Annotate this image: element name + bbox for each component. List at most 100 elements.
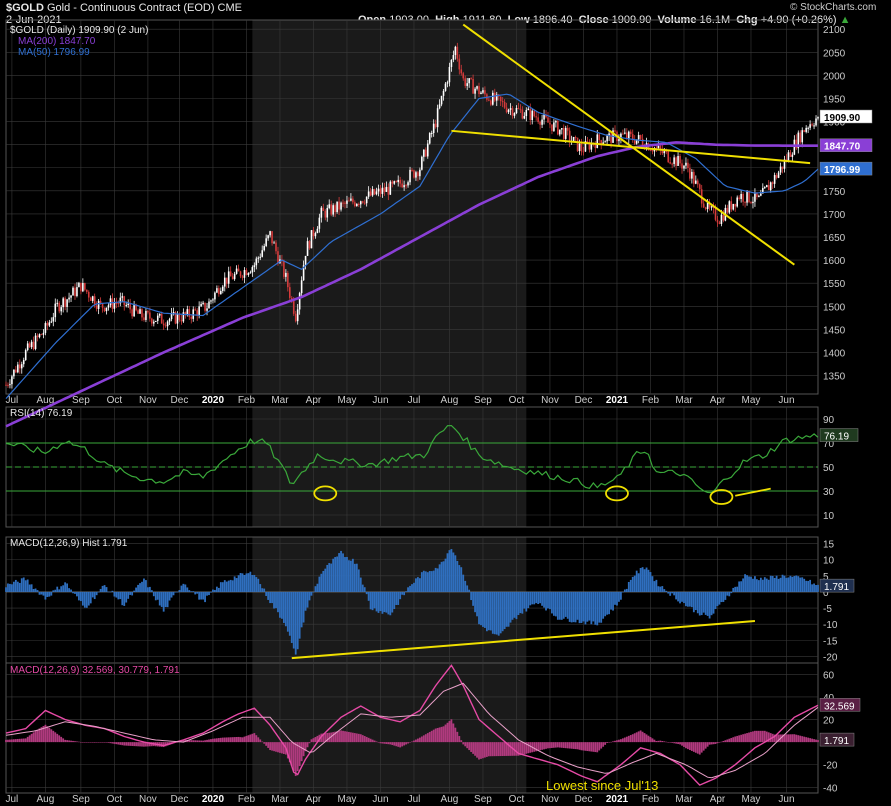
macd-hist-bar [440, 561, 443, 592]
macd-hist-bar [243, 574, 246, 592]
price-candle-body [359, 201, 362, 205]
macd-hist-bar [501, 591, 504, 632]
macd-diff-bar [5, 739, 7, 743]
ma200-legend: MA(200) 1847.70 [18, 36, 96, 47]
price-candle-body [622, 133, 624, 135]
macd-hist-bar [582, 591, 585, 622]
y-tick-label: 60 [823, 670, 835, 681]
macd-diff-bar [52, 730, 55, 743]
macd-hist-bar [196, 591, 199, 594]
price-candle-body [89, 297, 92, 301]
macd-diff-bar [64, 739, 67, 743]
macd-hist-bar [746, 575, 748, 592]
macd-diff-bar [26, 736, 29, 743]
macd-hist-bar [543, 591, 545, 608]
y-tick-label: -5 [823, 604, 832, 615]
macd-hist-bar [361, 584, 364, 592]
macd-hist-bar [779, 577, 782, 592]
macd-diff-bar [489, 742, 492, 757]
price-candle-body [689, 168, 691, 179]
macd-diff-bar [714, 742, 717, 744]
price-candle-body [202, 302, 204, 305]
macd-diff-bar [657, 740, 660, 743]
price-candle-body [490, 100, 492, 105]
macd-hist-bar [724, 591, 727, 600]
macd-diff-bar [340, 730, 342, 743]
macd-diff-bar [673, 742, 676, 744]
macd-hist-bar [168, 591, 171, 601]
macd-diff-bar [214, 738, 216, 743]
price-candle-body [683, 165, 685, 169]
macd-diff-bar [728, 738, 731, 743]
price-candle-body [17, 364, 19, 373]
price-candle-body [568, 130, 571, 142]
macd-diff-bar [476, 742, 478, 758]
price-candle-body [139, 309, 141, 314]
price-candle-body [76, 287, 78, 297]
macd-hist-bar [696, 591, 699, 614]
macd-hist-bar [348, 560, 350, 592]
macd-diff-bar [570, 742, 573, 749]
price-candle-body [423, 149, 425, 157]
price-candle-body [405, 185, 407, 187]
macd-hist-bar [330, 563, 333, 592]
macd-hist-bar [789, 575, 792, 592]
macd-diff-bar [371, 739, 374, 743]
x-tick-label: Jul [6, 395, 19, 406]
price-candle-body [151, 318, 153, 324]
macd-hist-bar [42, 591, 45, 596]
macd-diff-bar [188, 740, 191, 743]
macd-hist-bar [355, 563, 358, 592]
macd-diff-bar [688, 742, 691, 751]
macd-diff-bar [204, 740, 206, 743]
price-candle-body [86, 289, 88, 292]
price-candle-body [290, 297, 293, 300]
macd-hist-bar [631, 576, 634, 592]
macd-hist-bar [375, 591, 378, 612]
macd-hist-bar [294, 591, 297, 655]
macd-diff-bar [12, 739, 15, 743]
macd-diff-bar [273, 742, 275, 752]
price-candle-body [241, 276, 244, 278]
macd-hist-bar [261, 588, 264, 592]
macd-hist-bar [328, 563, 331, 592]
macd-hist-bar [716, 591, 719, 607]
macd-diff-bar [328, 732, 331, 743]
macd-hist-bar [198, 591, 201, 600]
macd-hist-bar [422, 570, 425, 592]
macd-hist-bar [56, 586, 59, 592]
macd-hist-bar [596, 591, 599, 626]
macd-hist-bar [438, 564, 441, 592]
y-tick-label: -15 [823, 636, 838, 647]
macd-diff-bar [279, 742, 281, 753]
price-candle-body [44, 323, 47, 333]
price-candle-body [141, 309, 143, 318]
macd-diff-bar [103, 742, 106, 743]
price-candle-body [314, 233, 317, 237]
macd-hist-bar [214, 589, 216, 592]
price-candle-body [131, 309, 133, 317]
macd-hist-bar [229, 579, 232, 592]
price-candle-body [606, 135, 608, 142]
macd-diff-bar [192, 740, 195, 743]
macd-hist-bar [351, 558, 354, 592]
price-candle-body [212, 299, 214, 301]
price-candle-body [361, 201, 364, 203]
price-candle-body [52, 317, 55, 322]
macd-diff-bar [275, 742, 277, 752]
price-candle-body [208, 301, 210, 309]
price-candle-body [659, 145, 662, 150]
macd-diff-bar [332, 732, 335, 743]
macd-hist-bar [239, 572, 242, 592]
macd-diff-bar [716, 742, 719, 744]
macd-diff-bar [123, 742, 126, 746]
price-candle-body [28, 343, 31, 348]
price-candle-body [371, 189, 374, 196]
price-candle-body [156, 315, 159, 321]
price-candle-body [123, 296, 126, 306]
price-candle-body [332, 205, 334, 215]
macd-hist-bar [379, 591, 382, 612]
macd-hist-bar [85, 591, 88, 608]
macd-diff-bar [326, 732, 329, 743]
